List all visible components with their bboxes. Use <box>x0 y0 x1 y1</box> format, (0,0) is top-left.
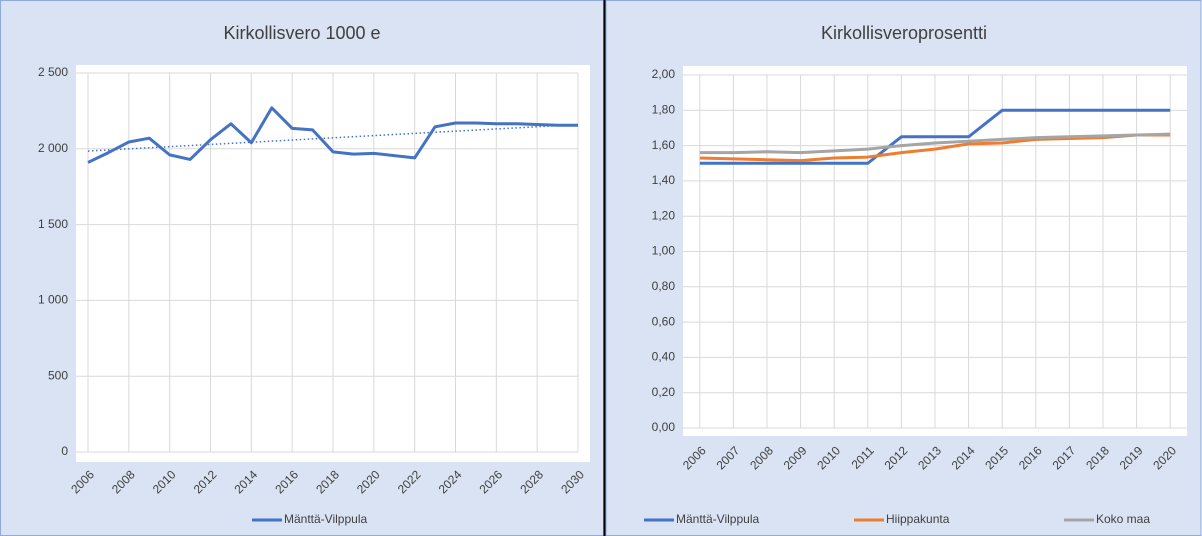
chart-title: Kirkollisveroprosentti <box>821 23 987 43</box>
series-line <box>699 132 1171 155</box>
y-tick-label: 1 000 <box>38 293 68 307</box>
y-tick-label: 500 <box>48 368 68 382</box>
y-tick-label: 1,40 <box>652 173 676 187</box>
legend-label: Mänttä-Vilppula <box>284 512 367 526</box>
y-tick-label: 2,00 <box>652 67 676 81</box>
y-tick-label: 0,40 <box>652 350 676 364</box>
series-line <box>699 108 1171 165</box>
trendline <box>87 123 579 152</box>
legend-label: Hiippakunta <box>886 512 950 526</box>
y-tick-label: 2 000 <box>38 141 68 155</box>
legend-label: Mänttä-Vilppula <box>676 512 759 526</box>
chart-title: Kirkollisvero 1000 e <box>223 23 380 43</box>
series-line <box>699 133 1171 163</box>
legend-label: Koko maa <box>1096 512 1150 526</box>
y-tick-label: 1 500 <box>38 217 68 231</box>
y-tick-label: 0,00 <box>652 420 676 434</box>
y-tick-label: 1,00 <box>652 244 676 258</box>
y-tick-label: 2 500 <box>38 65 68 79</box>
y-tick-label: 0,80 <box>652 279 676 293</box>
y-tick-label: 1,60 <box>652 138 676 152</box>
y-tick-label: 1,20 <box>652 208 676 222</box>
y-tick-label: 0,20 <box>652 385 676 399</box>
y-tick-label: 1,80 <box>652 102 676 116</box>
y-tick-label: 0,60 <box>652 314 676 328</box>
series-line <box>87 106 578 164</box>
y-tick-label: 0 <box>61 444 68 458</box>
